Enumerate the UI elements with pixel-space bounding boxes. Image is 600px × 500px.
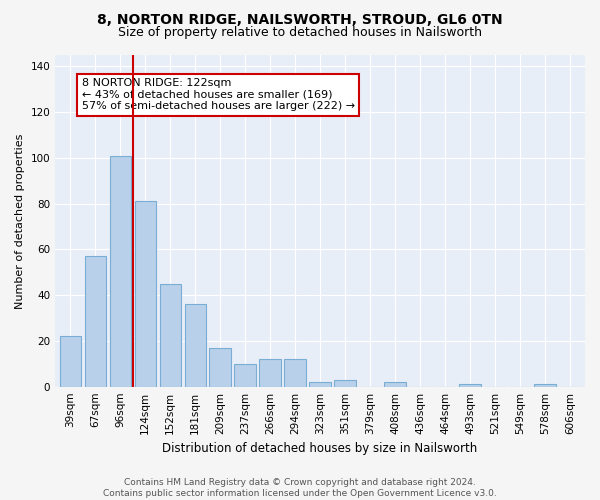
Bar: [185, 304, 206, 386]
Bar: [59, 336, 81, 386]
Text: Contains HM Land Registry data © Crown copyright and database right 2024.
Contai: Contains HM Land Registry data © Crown c…: [103, 478, 497, 498]
Bar: [134, 202, 156, 386]
Bar: [209, 348, 231, 387]
Bar: [235, 364, 256, 386]
Bar: [460, 384, 481, 386]
Text: 8, NORTON RIDGE, NAILSWORTH, STROUD, GL6 0TN: 8, NORTON RIDGE, NAILSWORTH, STROUD, GL6…: [97, 12, 503, 26]
Bar: [535, 384, 556, 386]
X-axis label: Distribution of detached houses by size in Nailsworth: Distribution of detached houses by size …: [163, 442, 478, 455]
Bar: [259, 359, 281, 386]
Text: 8 NORTON RIDGE: 122sqm
← 43% of detached houses are smaller (169)
57% of semi-de: 8 NORTON RIDGE: 122sqm ← 43% of detached…: [82, 78, 355, 112]
Bar: [284, 359, 306, 386]
Bar: [334, 380, 356, 386]
Bar: [160, 284, 181, 387]
Bar: [385, 382, 406, 386]
Bar: [310, 382, 331, 386]
Text: Size of property relative to detached houses in Nailsworth: Size of property relative to detached ho…: [118, 26, 482, 39]
Bar: [85, 256, 106, 386]
Y-axis label: Number of detached properties: Number of detached properties: [15, 133, 25, 308]
Bar: [110, 156, 131, 386]
